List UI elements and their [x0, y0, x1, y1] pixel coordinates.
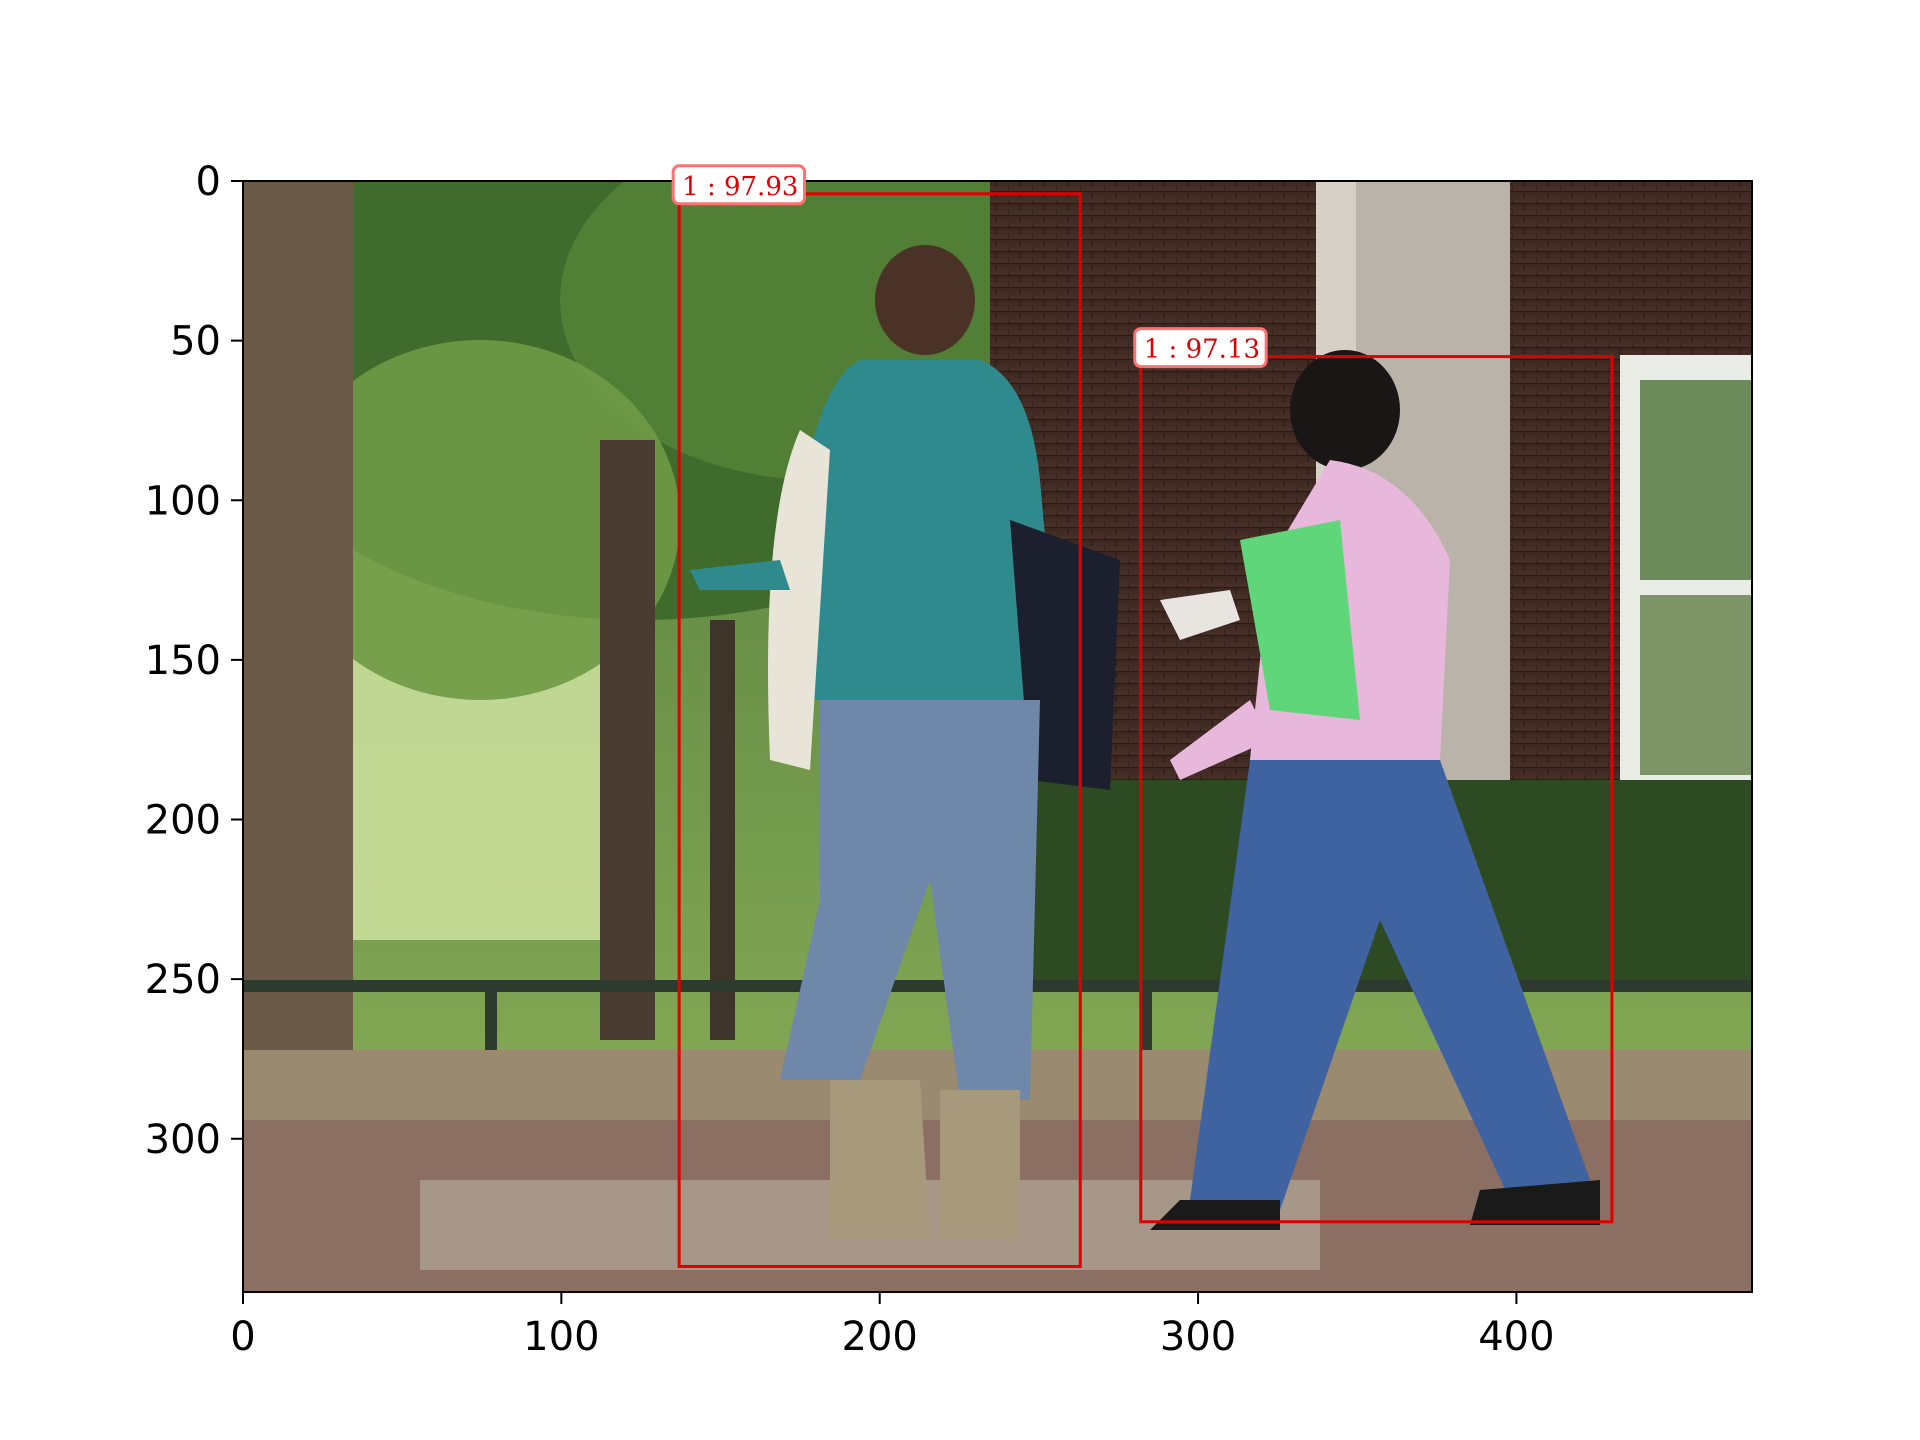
- y-tick-label: 200: [145, 798, 221, 844]
- x-tick-label: 100: [523, 1314, 599, 1360]
- y-tick-label: 300: [145, 1117, 221, 1163]
- detection-label: 1 : 97.93: [682, 172, 798, 202]
- x-tick-label: 400: [1478, 1314, 1554, 1360]
- detection-2: 1 : 97.13: [1133, 327, 1614, 1224]
- y-tick-label: 250: [145, 957, 221, 1003]
- bounding-box: [1139, 355, 1614, 1224]
- y-tick-label: 150: [145, 638, 221, 684]
- x-tick-label: 300: [1160, 1314, 1236, 1360]
- detection-label-box: [1133, 327, 1268, 369]
- axes-frame: [242, 180, 1753, 1293]
- detection-1: 1 : 97.93: [671, 164, 1082, 1268]
- x-tick-label: 200: [842, 1314, 918, 1360]
- bounding-box: [677, 192, 1082, 1268]
- y-tick-label: 0: [196, 159, 221, 205]
- detection-label: 1 : 97.13: [1144, 335, 1260, 365]
- photo: [243, 181, 1752, 1292]
- y-tick-label: 100: [145, 478, 221, 524]
- y-tick-label: 50: [170, 319, 221, 365]
- detection-label-box: [671, 164, 807, 206]
- x-tick-label: 0: [230, 1314, 255, 1360]
- detection-overlays: 1 : 97.93 1 : 97.13: [671, 164, 1614, 1268]
- axis-ticks: 0 100 200 300 400 0 50 100 150 200 250 300: [145, 159, 1555, 1360]
